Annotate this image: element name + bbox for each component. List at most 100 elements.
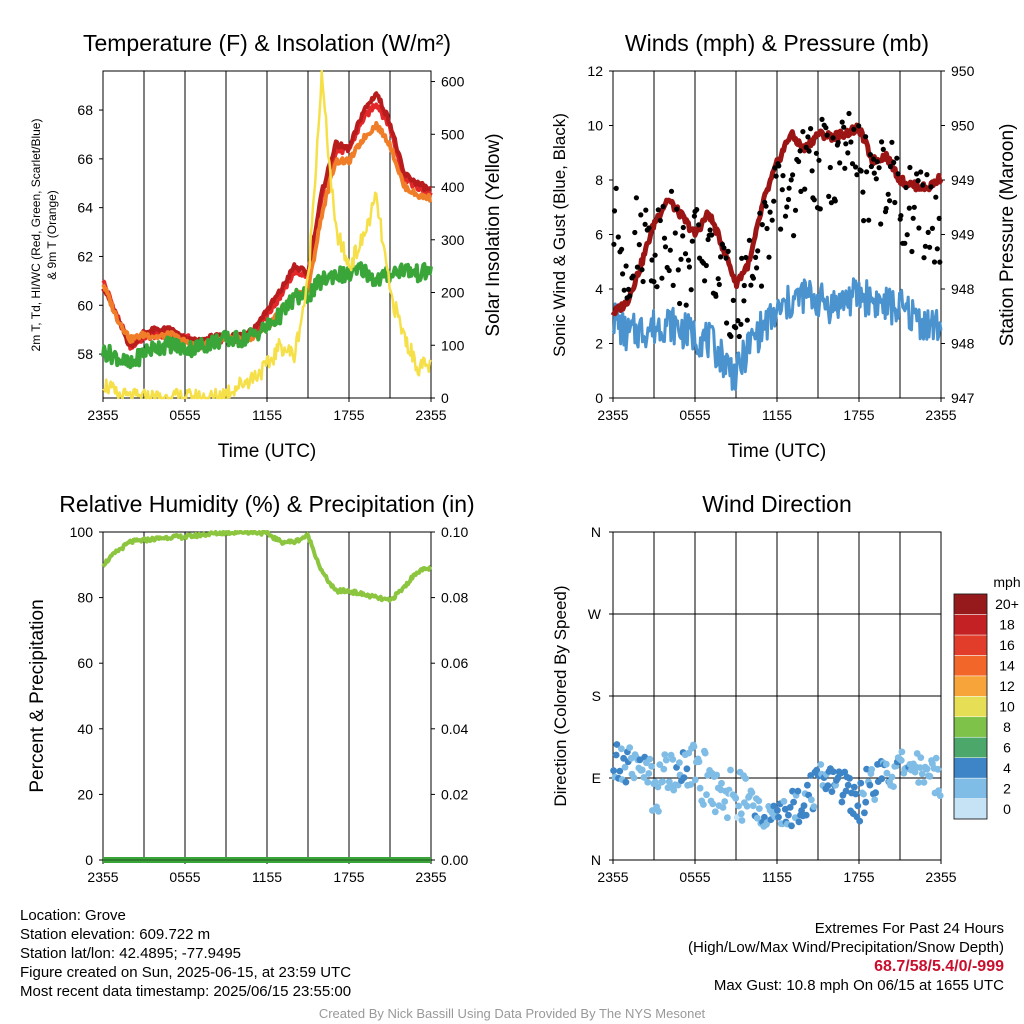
gust-point xyxy=(828,200,835,206)
gust-point xyxy=(883,205,889,212)
station-info: Location: Grove Station elevation: 609.7… xyxy=(20,906,351,1001)
gust-point xyxy=(891,159,897,166)
x-tick-label: 2355 xyxy=(415,407,446,423)
colorbar-swatch xyxy=(953,757,988,779)
y-axis-label-left: Sonic Wind & Gust (Blue, Black) xyxy=(550,113,569,357)
colorbar-swatch xyxy=(953,716,988,738)
gust-point xyxy=(627,293,633,299)
x-tick-label: 2355 xyxy=(597,407,628,423)
gust-point xyxy=(889,139,895,145)
gust-point xyxy=(763,203,769,209)
gust-point xyxy=(806,148,812,154)
direction-point xyxy=(711,808,719,816)
direction-point xyxy=(857,779,865,787)
gust-point xyxy=(744,317,750,323)
gust-point xyxy=(620,271,626,277)
y2-tick-label: 0.00 xyxy=(441,852,468,868)
direction-point xyxy=(916,764,924,771)
pressure-line xyxy=(610,122,944,317)
gust-point xyxy=(811,197,817,203)
gust-point xyxy=(826,193,832,199)
gust-point xyxy=(772,165,778,171)
x-tick-label: 1755 xyxy=(333,869,364,885)
direction-point xyxy=(738,817,746,824)
direction-point xyxy=(644,778,652,786)
gust-point xyxy=(928,184,934,190)
colorbar: mph 0 2 4 6 8 10 12 14 16 18 20+ xyxy=(953,574,1021,820)
direction-point xyxy=(755,797,763,805)
colorbar-label: 2 xyxy=(1003,780,1011,796)
gust-point xyxy=(733,325,739,331)
gust-point xyxy=(611,241,617,247)
gust-point xyxy=(927,244,933,250)
y-tick-label: 4 xyxy=(595,281,603,297)
gust-point xyxy=(918,169,924,175)
gust-point xyxy=(649,257,655,263)
gust-point xyxy=(707,227,713,233)
gust-point xyxy=(792,207,799,213)
gust-point xyxy=(863,134,869,140)
gust-point xyxy=(715,276,721,282)
colorbar-swatch xyxy=(953,675,988,697)
y-tick-label: 58 xyxy=(77,346,93,362)
direction-point xyxy=(842,787,850,795)
direction-point xyxy=(610,767,617,774)
y-tick-label: 10 xyxy=(587,118,603,134)
gust-point xyxy=(655,207,661,213)
gust-point xyxy=(805,134,811,140)
gust-point xyxy=(686,264,693,270)
y2-tick-label: 949 xyxy=(951,172,975,188)
y-tick-label: 80 xyxy=(77,590,93,606)
gust-point xyxy=(634,264,641,270)
y-axis-label: Direction (Colored By Speed) xyxy=(551,585,570,806)
gust-point xyxy=(725,248,731,254)
gust-point xyxy=(741,298,747,304)
colorbar-swatch xyxy=(953,777,988,799)
direction-point xyxy=(854,802,862,810)
direction-point xyxy=(936,792,944,800)
gust-point xyxy=(621,287,627,293)
gust-point xyxy=(797,148,803,154)
created-text: Figure created on Sun, 2025-06-15, at 23… xyxy=(20,964,352,981)
direction-point xyxy=(788,822,795,830)
colorbar-label: 6 xyxy=(1003,739,1011,755)
direction-point xyxy=(786,804,794,811)
gust-point xyxy=(924,172,930,178)
gust-point xyxy=(654,284,660,290)
gust-point xyxy=(937,259,943,265)
chart-2: 2355 0555 1155 1755 2355 Winds (mph) & Pressu… xyxy=(550,30,1018,462)
x-tick-label: 0555 xyxy=(679,407,710,423)
gust-point xyxy=(685,257,692,263)
direction-point xyxy=(888,773,896,781)
colorbar-swatch xyxy=(953,696,988,718)
chart-4: 2355 0555 1155 1755 2355 Wind Direction N E S W N D… xyxy=(551,491,1021,885)
gust-point xyxy=(931,259,938,265)
y-tick-label: 8 xyxy=(595,172,603,188)
direction-point xyxy=(645,770,653,777)
gust-point xyxy=(632,229,638,236)
direction-point xyxy=(934,765,942,773)
y-tick-label: N xyxy=(591,524,601,540)
y-tick-label: 6 xyxy=(595,227,603,243)
chart-title: Winds (mph) & Pressure (mb) xyxy=(625,30,929,56)
gust-point xyxy=(630,273,636,279)
gust-point xyxy=(646,225,652,231)
extremes-title: Extremes For Past 24 Hours xyxy=(814,920,1004,937)
gust-point xyxy=(769,217,775,223)
direction-point xyxy=(862,798,870,806)
gust-point xyxy=(754,265,760,271)
gust-point xyxy=(887,198,893,204)
gust-point xyxy=(743,254,749,261)
gust-point xyxy=(819,116,825,122)
y2-tick-label: 0.02 xyxy=(441,786,468,802)
colorbar-label: 12 xyxy=(999,678,1015,694)
gust-point xyxy=(785,196,792,203)
direction-point xyxy=(742,775,749,782)
x-tick-label: 2355 xyxy=(925,407,956,423)
y-tick-label: 62 xyxy=(77,248,93,264)
direction-point xyxy=(753,814,761,822)
gust-point xyxy=(841,124,847,130)
gust-point xyxy=(652,252,658,258)
gust-point xyxy=(771,198,777,204)
direction-point xyxy=(651,778,659,786)
